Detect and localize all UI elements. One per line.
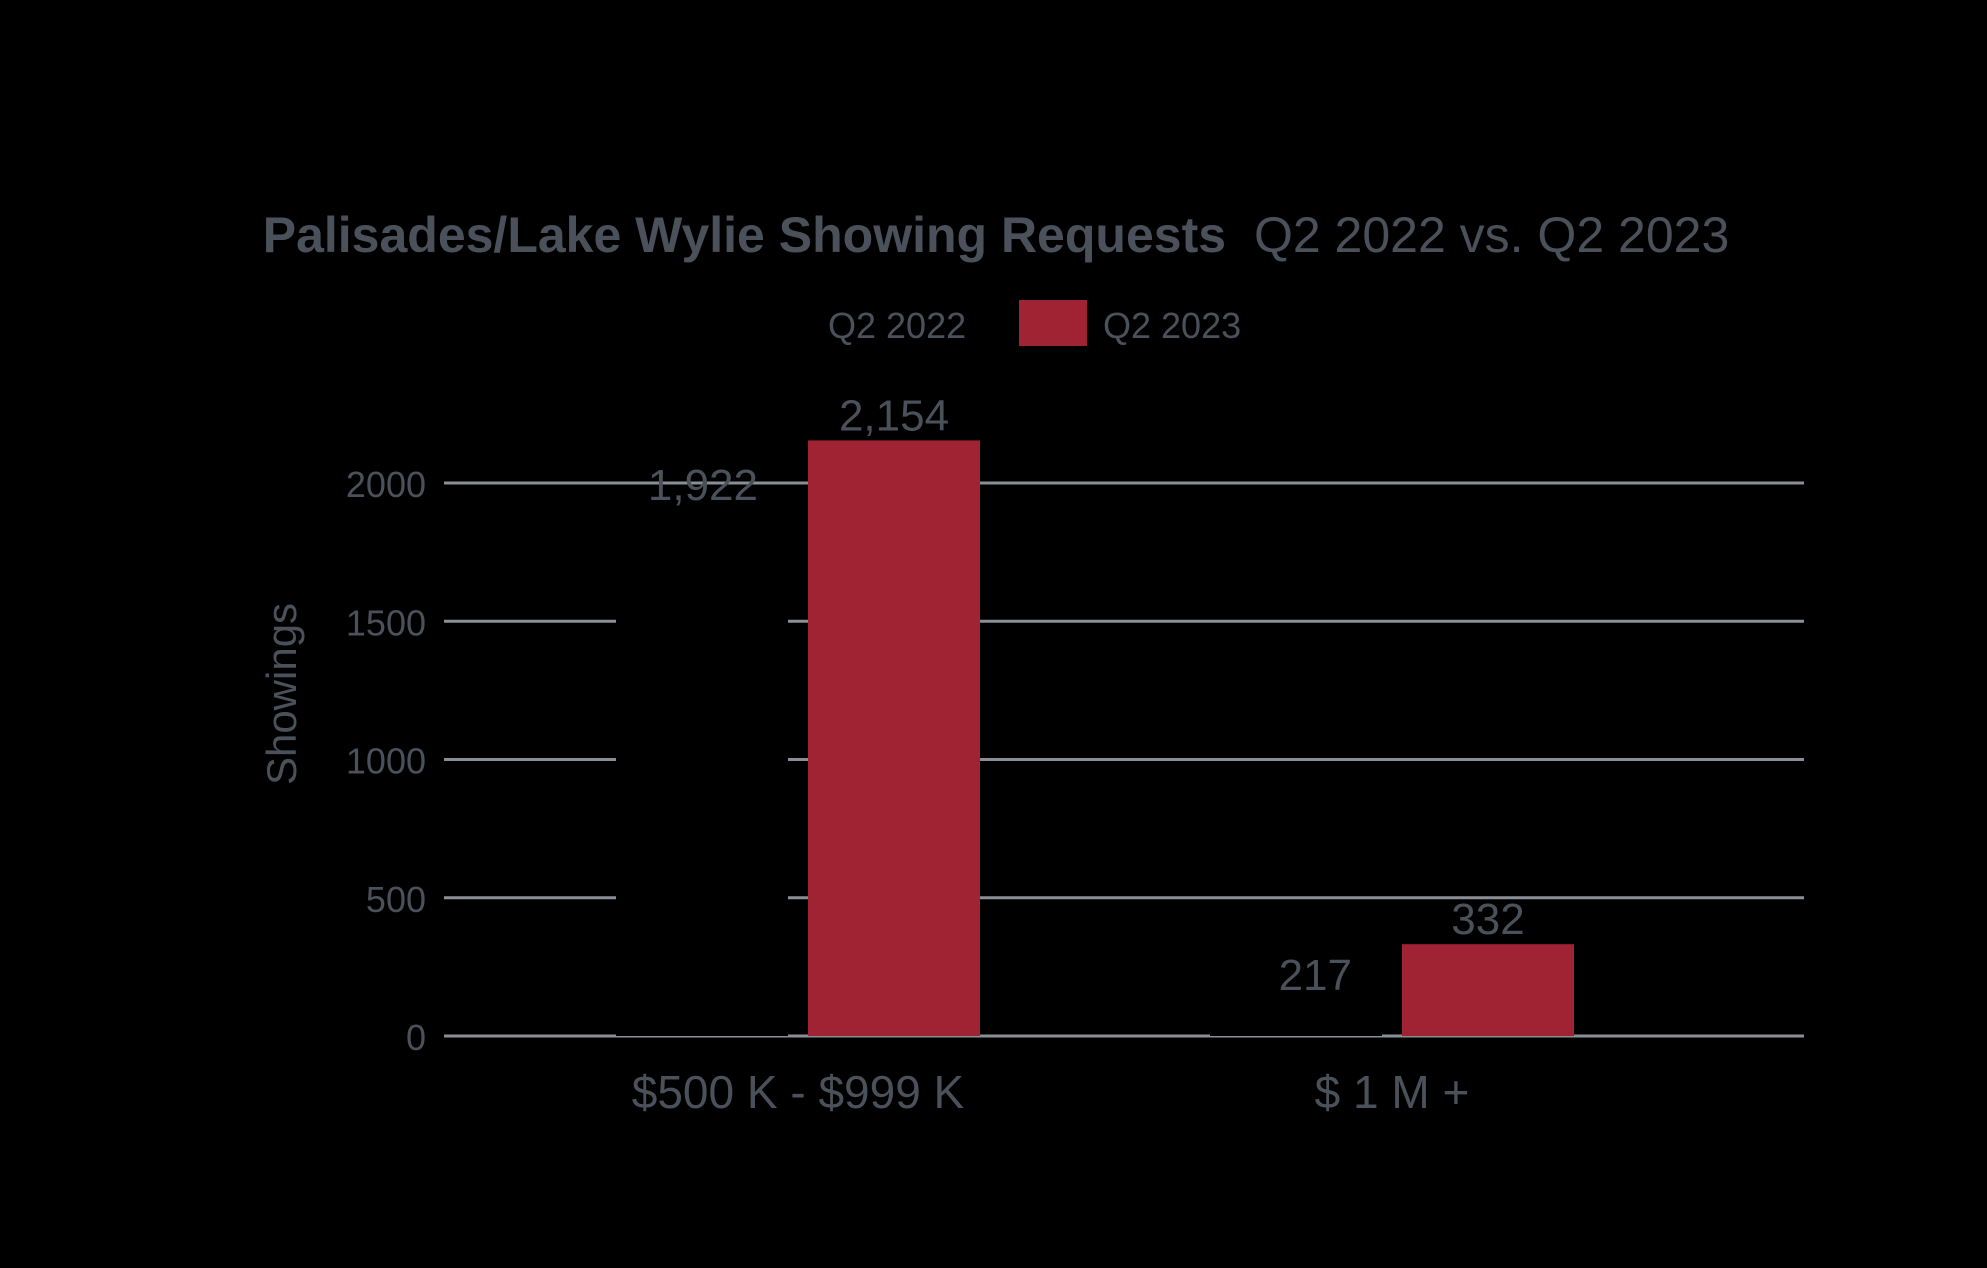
data-label: 2,154 bbox=[839, 391, 949, 440]
bar-q2-2022 bbox=[616, 504, 788, 1036]
y-tick-label: 500 bbox=[366, 879, 426, 920]
y-tick-label: 0 bbox=[406, 1017, 426, 1058]
y-axis-label: Showings bbox=[258, 603, 305, 785]
y-tick-label: 1000 bbox=[346, 741, 426, 782]
legend-swatch bbox=[828, 300, 896, 346]
x-tick-label: $ 1 M + bbox=[1315, 1066, 1470, 1118]
x-axis-ticks: $500 K - $999 K $ 1 M + bbox=[632, 1066, 1470, 1118]
y-tick-label: 1500 bbox=[346, 602, 426, 643]
bar-q2-2023 bbox=[808, 440, 980, 1036]
legend-swatch bbox=[1019, 300, 1087, 346]
data-label: 217 bbox=[1279, 951, 1352, 1000]
legend: Q2 2022 Q2 2023 bbox=[828, 300, 1241, 346]
bar-q2-2023 bbox=[1402, 944, 1574, 1036]
y-tick-label: 2000 bbox=[346, 464, 426, 505]
bars bbox=[616, 440, 1574, 1036]
y-axis-ticks: 0 500 1000 1500 2000 bbox=[346, 464, 426, 1058]
bar-q2-2022 bbox=[1210, 975, 1382, 1036]
data-label: 1,922 bbox=[648, 461, 758, 510]
data-labels: 1,922 2,154 217 332 bbox=[648, 391, 1525, 1000]
legend-label: Q2 2023 bbox=[1103, 305, 1241, 346]
chart-title-bold: Palisades/Lake Wylie Showing Requests bbox=[263, 207, 1226, 263]
x-tick-label: $500 K - $999 K bbox=[632, 1066, 965, 1118]
chart-title: Palisades/Lake Wylie Showing Requests Q2… bbox=[263, 207, 1730, 263]
chart-title-rest: Q2 2022 vs. Q2 2023 bbox=[1254, 207, 1729, 263]
data-label: 332 bbox=[1451, 895, 1524, 944]
legend-label: Q2 2022 bbox=[828, 305, 966, 346]
